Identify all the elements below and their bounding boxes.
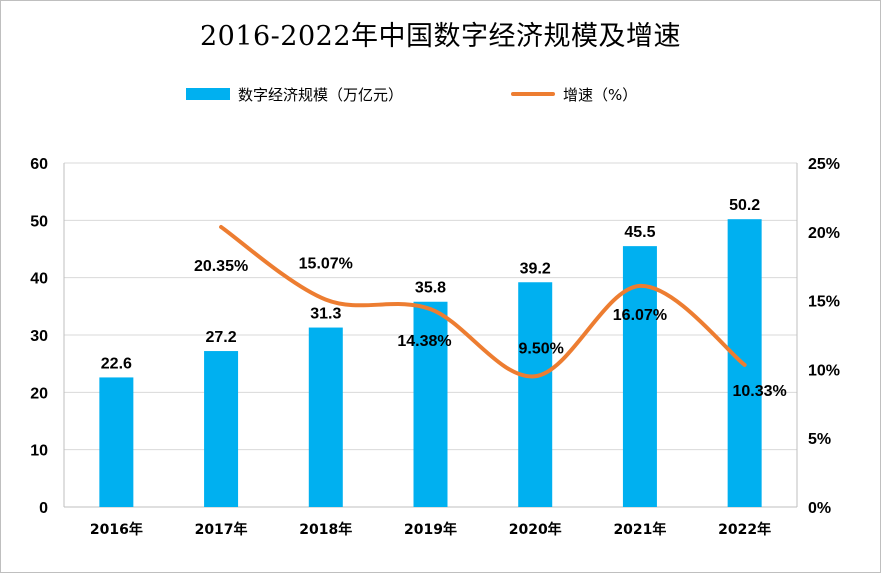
legend-item-bar-series: 数字经济规模（万亿元） (186, 82, 403, 106)
y-right-tick-label: 0% (808, 500, 831, 517)
x-tick-label: 2020年 (509, 521, 562, 538)
legend-item-line-series: 增速（%） (511, 82, 637, 106)
growth-rate-line (219, 224, 747, 379)
y-left-tick-label: 20 (30, 385, 48, 402)
bar (413, 301, 448, 507)
legend: 数字经济规模（万亿元） 增速（%） (0, 82, 881, 106)
bar-data-label: 39.2 (520, 260, 551, 277)
bar (308, 327, 343, 507)
bar-data-label: 35.8 (415, 280, 446, 297)
line-data-label: 9.50% (519, 340, 564, 357)
x-tick-label: 2017年 (195, 521, 248, 538)
line-data-label: 15.07% (299, 256, 353, 273)
chart-title: 2016-2022年中国数字经济规模及增速 (199, 21, 682, 52)
bar-data-label: 45.5 (624, 224, 655, 241)
y-left-tick-label: 60 (30, 156, 48, 173)
x-tick-label: 2018年 (299, 521, 352, 538)
y-right-tick-label: 25% (808, 156, 840, 173)
y-right-tick-label: 10% (808, 362, 840, 379)
y-left-tick-label: 10 (30, 443, 48, 460)
legend-label-line-series: 增速（%） (563, 85, 638, 104)
bar (99, 377, 134, 507)
x-tick-label: 2019年 (404, 521, 457, 538)
legend-label-bar-series: 数字经济规模（万亿元） (238, 85, 404, 104)
bar-data-label: 50.2 (729, 197, 760, 214)
y-right-tick-label: 15% (808, 294, 840, 311)
y-right-tick-label: 20% (808, 225, 840, 242)
legend-swatch-line (511, 92, 555, 96)
line-data-label: 16.07% (613, 307, 667, 324)
line-data-label: 10.33% (733, 383, 787, 400)
y-left-tick-label: 30 (30, 328, 48, 345)
line-data-label: 14.38% (397, 333, 451, 350)
y-left-tick-label: 40 (30, 271, 48, 288)
y-left-tick-label: 0 (39, 500, 48, 517)
x-tick-label: 2022年 (718, 521, 771, 538)
legend-swatch-bar (186, 88, 230, 100)
bar-data-label: 22.6 (101, 355, 132, 372)
bar (204, 351, 239, 507)
x-tick-label: 2021年 (613, 521, 666, 538)
y-right-tick-label: 5% (808, 431, 831, 448)
line-data-label: 20.35% (194, 258, 248, 275)
bar (518, 282, 553, 507)
y-left-tick-label: 50 (30, 213, 48, 230)
bar-data-label: 31.3 (310, 306, 341, 323)
bar-data-label: 27.2 (206, 329, 237, 346)
x-tick-label: 2016年 (90, 521, 143, 538)
